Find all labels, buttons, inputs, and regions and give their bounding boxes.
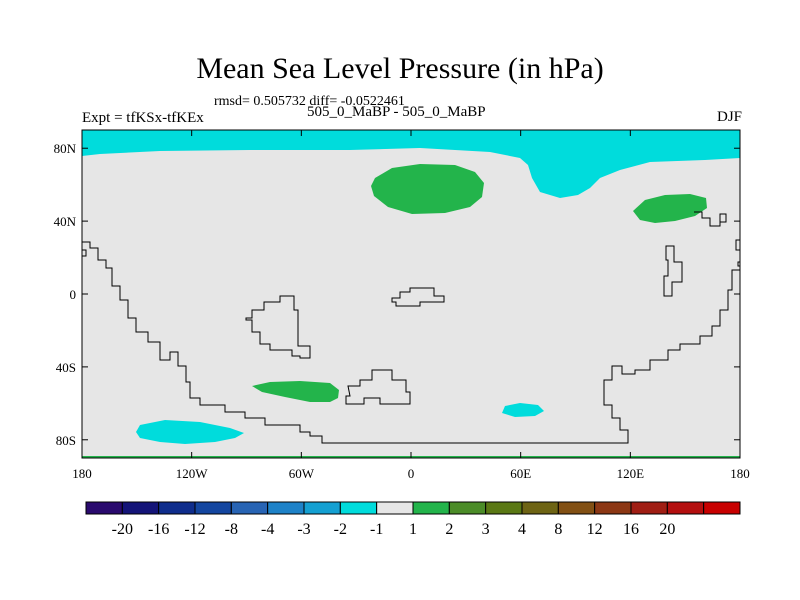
experiment-label: Expt = tfKSx-tfKEx (82, 110, 204, 126)
colorbar-label: -2 (334, 521, 347, 538)
x-tick-label: 120E (617, 466, 645, 481)
colorbar-label: 4 (518, 521, 526, 538)
y-tick-label: 80N (54, 141, 77, 156)
colorbar-label: -4 (261, 521, 274, 538)
colorbar-label: 8 (554, 521, 562, 538)
arctic-negative-region (82, 130, 740, 198)
pacific-positive-region (633, 194, 707, 223)
colorbar-label: -3 (297, 521, 310, 538)
southern-negative-region (136, 420, 244, 444)
colorbar-label: -8 (225, 521, 238, 538)
colorbar-label: 16 (623, 521, 639, 538)
colorbar-swatch (557, 501, 596, 515)
colorbar-swatch (230, 501, 269, 515)
colorbar-label: 20 (659, 521, 675, 538)
colorbar-swatch (521, 501, 559, 515)
y-tick-label: 0 (70, 287, 77, 302)
colorbar-label: -12 (184, 521, 205, 538)
colorbar: -20 -16 -12 -8 -4 -3 -2 -1 1 2 3 4 8 12 16 20 (85, 501, 741, 538)
x-tick-label: 180 (730, 466, 750, 481)
y-tick-label: 40S (56, 360, 76, 375)
x-tick-label: 180 (72, 466, 92, 481)
colorbar-label: -16 (148, 521, 169, 538)
colorbar-swatch (158, 501, 196, 515)
indian-ocean-negative-region (502, 403, 544, 417)
colorbar-label: -1 (370, 521, 383, 538)
x-tick-label: 60E (510, 466, 531, 481)
coastlines (82, 211, 740, 444)
colorbar-swatch (703, 501, 741, 515)
case-label: 505_0_MaBP - 505_0_MaBP (307, 104, 486, 120)
colorbar-swatch (485, 501, 523, 515)
colorbar-swatch (267, 501, 305, 515)
x-tick-label: 0 (408, 466, 415, 481)
colorbar-label: 3 (482, 521, 490, 538)
europe-positive-region (371, 164, 484, 214)
colorbar-label: 1 (409, 521, 417, 538)
colorbar-swatch (303, 501, 341, 515)
colorbar-swatch (666, 501, 705, 515)
colorbar-swatch (412, 501, 450, 515)
colorbar-swatch (339, 501, 378, 515)
rmsd-diff-label: rmsd= 0.505732 diff= -0.0522461 (214, 94, 405, 109)
colorbar-swatch (594, 501, 632, 515)
colorbar-label: -20 (112, 521, 133, 538)
season-label: DJF (716, 109, 742, 125)
south-atlantic-positive-region (252, 381, 339, 402)
colorbar-swatch (630, 501, 668, 515)
plot-title: Mean Sea Level Pressure (in hPa) (196, 52, 604, 85)
y-tick-label: 40N (54, 214, 77, 229)
x-tick-label: 120W (176, 466, 209, 481)
colorbar-label: 2 (445, 521, 453, 538)
colorbar-swatch (121, 501, 160, 515)
y-tick-label: 80S (56, 433, 76, 448)
colorbar-swatch (85, 501, 123, 515)
colorbar-swatch (448, 501, 487, 515)
colorbar-swatch (376, 501, 414, 515)
colorbar-label: 12 (587, 521, 603, 538)
x-tick-label: 60W (289, 466, 315, 481)
axis-ticks: 180 120W 60W 0 60E 120E 180 80N 40N 0 40S 80S (54, 130, 750, 481)
colorbar-swatch (194, 501, 232, 515)
